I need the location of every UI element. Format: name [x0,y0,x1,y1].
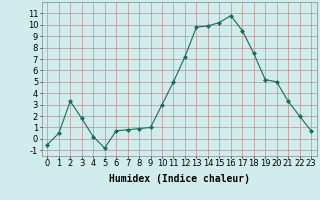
X-axis label: Humidex (Indice chaleur): Humidex (Indice chaleur) [109,174,250,184]
